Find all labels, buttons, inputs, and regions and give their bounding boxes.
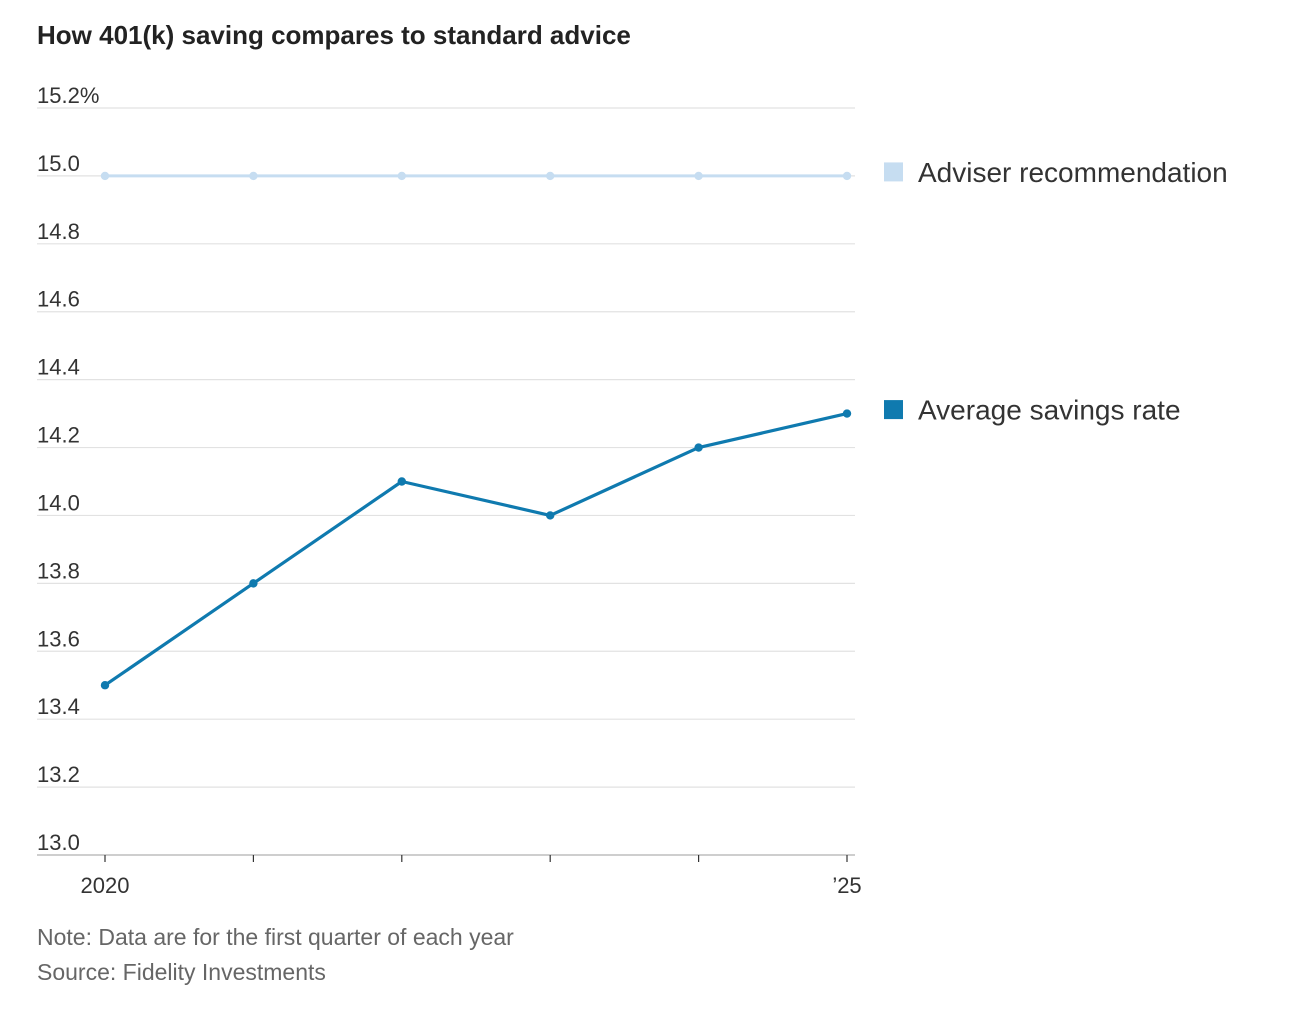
data-point-adviser-recommendation	[842, 171, 852, 181]
data-point-adviser-recommendation	[397, 171, 406, 181]
data-point-adviser-recommendation	[694, 171, 703, 181]
data-point-average-savings-rate	[100, 681, 110, 690]
y-tick-label: 13.8	[37, 558, 80, 583]
data-point-average-savings-rate	[546, 511, 555, 520]
x-axis: 2020 ’25	[81, 855, 862, 898]
y-tick-label: 15.2%	[37, 83, 99, 108]
legend-swatch-adviser-recommendation	[884, 162, 903, 182]
y-tick-label: 14.6	[37, 287, 80, 312]
data-point-adviser-recommendation	[546, 171, 555, 181]
data-point-adviser-recommendation	[249, 171, 258, 181]
y-tick-label: 13.6	[37, 626, 80, 651]
y-tick-label: 13.4	[37, 694, 80, 719]
chart-title: How 401(k) saving compares to standard a…	[37, 20, 631, 50]
x-tick-label: 2020	[81, 873, 130, 898]
y-tick-label: 14.8	[37, 219, 80, 244]
y-tick-label: 14.2	[37, 423, 80, 448]
grid-layer: 15.2% 15.0 14.8 14.6 14.4 14.2 14.0 13.8 13.6 13.…	[37, 83, 855, 856]
data-point-average-savings-rate	[694, 443, 703, 452]
series-line-average-savings-rate	[103, 411, 849, 687]
legend: Adviser recommendation Average savings ra…	[884, 157, 1228, 426]
y-tick-label: 14.4	[37, 355, 80, 380]
legend-swatch-average-savings-rate	[884, 400, 903, 420]
series-layer	[100, 171, 852, 690]
x-tick-label: ’25	[832, 873, 861, 898]
legend-label-average-savings-rate: Average savings rate	[918, 395, 1181, 426]
legend-label-adviser-recommendation: Adviser recommendation	[918, 157, 1228, 188]
chart-note: Note: Data are for the first quarter of …	[37, 924, 514, 950]
y-tick-label: 15.0	[37, 151, 80, 176]
data-point-average-savings-rate	[249, 579, 258, 588]
y-tick-label: 13.2	[37, 762, 80, 787]
data-point-adviser-recommendation	[100, 171, 110, 181]
data-point-average-savings-rate	[397, 477, 406, 486]
data-point-average-savings-rate	[842, 409, 852, 418]
y-tick-label: 14.0	[37, 490, 80, 515]
chart-source: Source: Fidelity Investments	[37, 959, 326, 985]
y-tick-label: 13.0	[37, 830, 80, 855]
